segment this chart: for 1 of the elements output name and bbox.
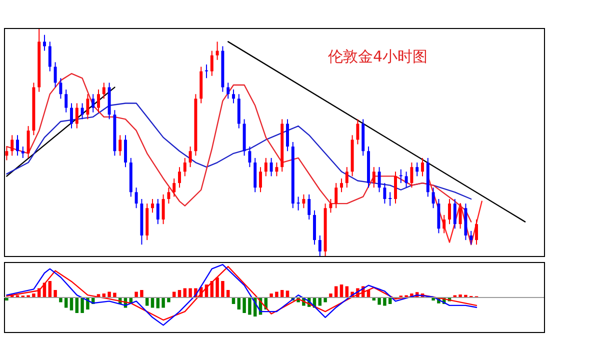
annotation: 伦敦金4小时图 xyxy=(328,47,428,66)
